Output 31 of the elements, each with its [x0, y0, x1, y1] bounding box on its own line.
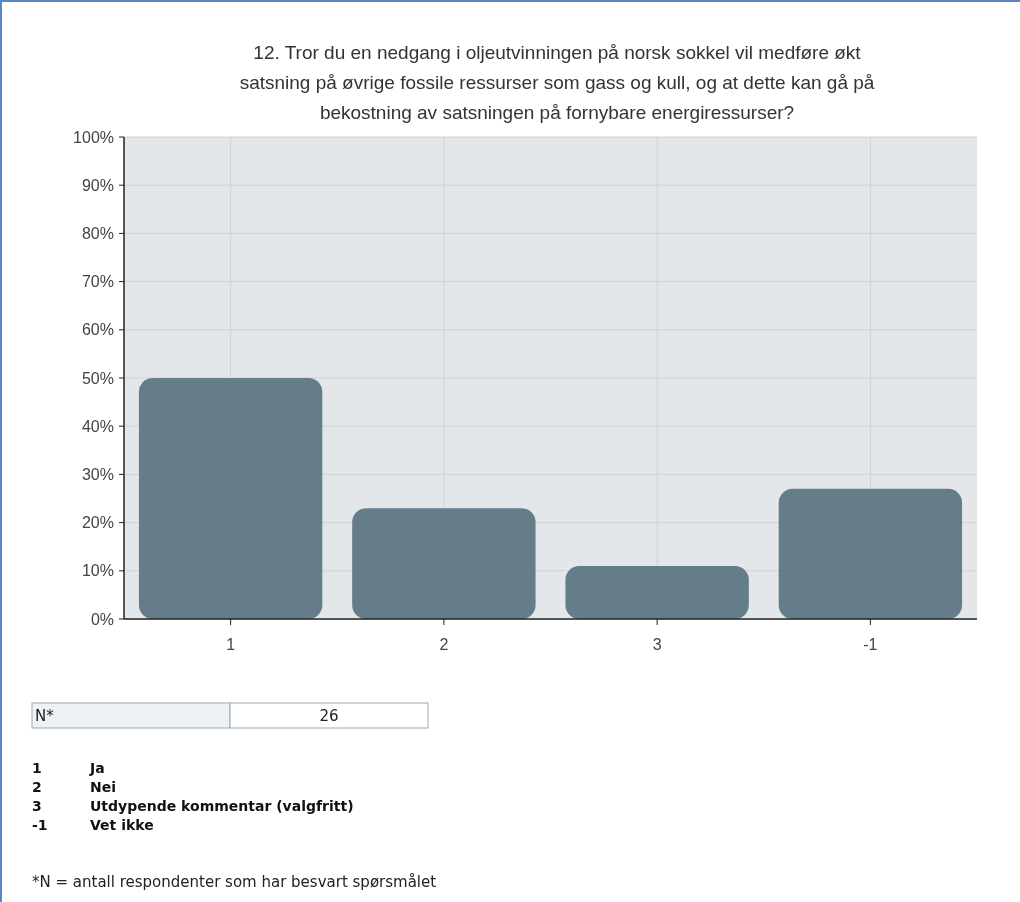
bar: [138, 378, 323, 619]
y-tick-label: 60%: [81, 321, 114, 339]
y-tick-label: 50%: [81, 369, 114, 387]
chart-title: 12. Tror du en nedgang i oljeutvinningen på norsk sokkel vil medføre økt satsning på øvrige fossile ressurser som gass og kull, og at dette kan gå på bekostning av satsningen på fornybare energiressurser?: [239, 42, 875, 123]
x-tick-label: -1: [863, 636, 878, 653]
text: Nei: [90, 779, 117, 795]
y-tick-label: 90%: [81, 176, 114, 194]
bar: [565, 565, 749, 619]
y-tick-label: 100%: [73, 128, 114, 146]
text: N*: [35, 707, 55, 725]
y-tick-label: 70%: [81, 273, 114, 291]
y-tick-label: 20%: [81, 514, 114, 532]
y-tick-label: 30%: [81, 466, 114, 483]
text: *N = antall respondenter som har besvart spørsmålet: [32, 873, 437, 891]
text: 1: [32, 760, 42, 776]
text: -1: [32, 817, 48, 833]
x-tick-label: 1: [226, 636, 236, 653]
text: 26: [319, 707, 339, 725]
y-tick-label: 40%: [81, 417, 114, 435]
x-tick-label: 2: [439, 636, 449, 653]
text: Ja: [89, 760, 105, 776]
y-tick-label: 80%: [81, 225, 114, 242]
x-tick-label: 3: [652, 636, 662, 653]
y-tick-label: 10%: [81, 562, 114, 580]
text: 3: [32, 798, 42, 814]
y-tick-label: 0%: [90, 610, 114, 628]
bar: [352, 508, 536, 619]
text: Vet ikke: [90, 817, 154, 833]
bar: [778, 488, 963, 619]
text: Utdypende kommentar (valgfritt): [90, 798, 354, 814]
text: 2: [32, 779, 42, 795]
